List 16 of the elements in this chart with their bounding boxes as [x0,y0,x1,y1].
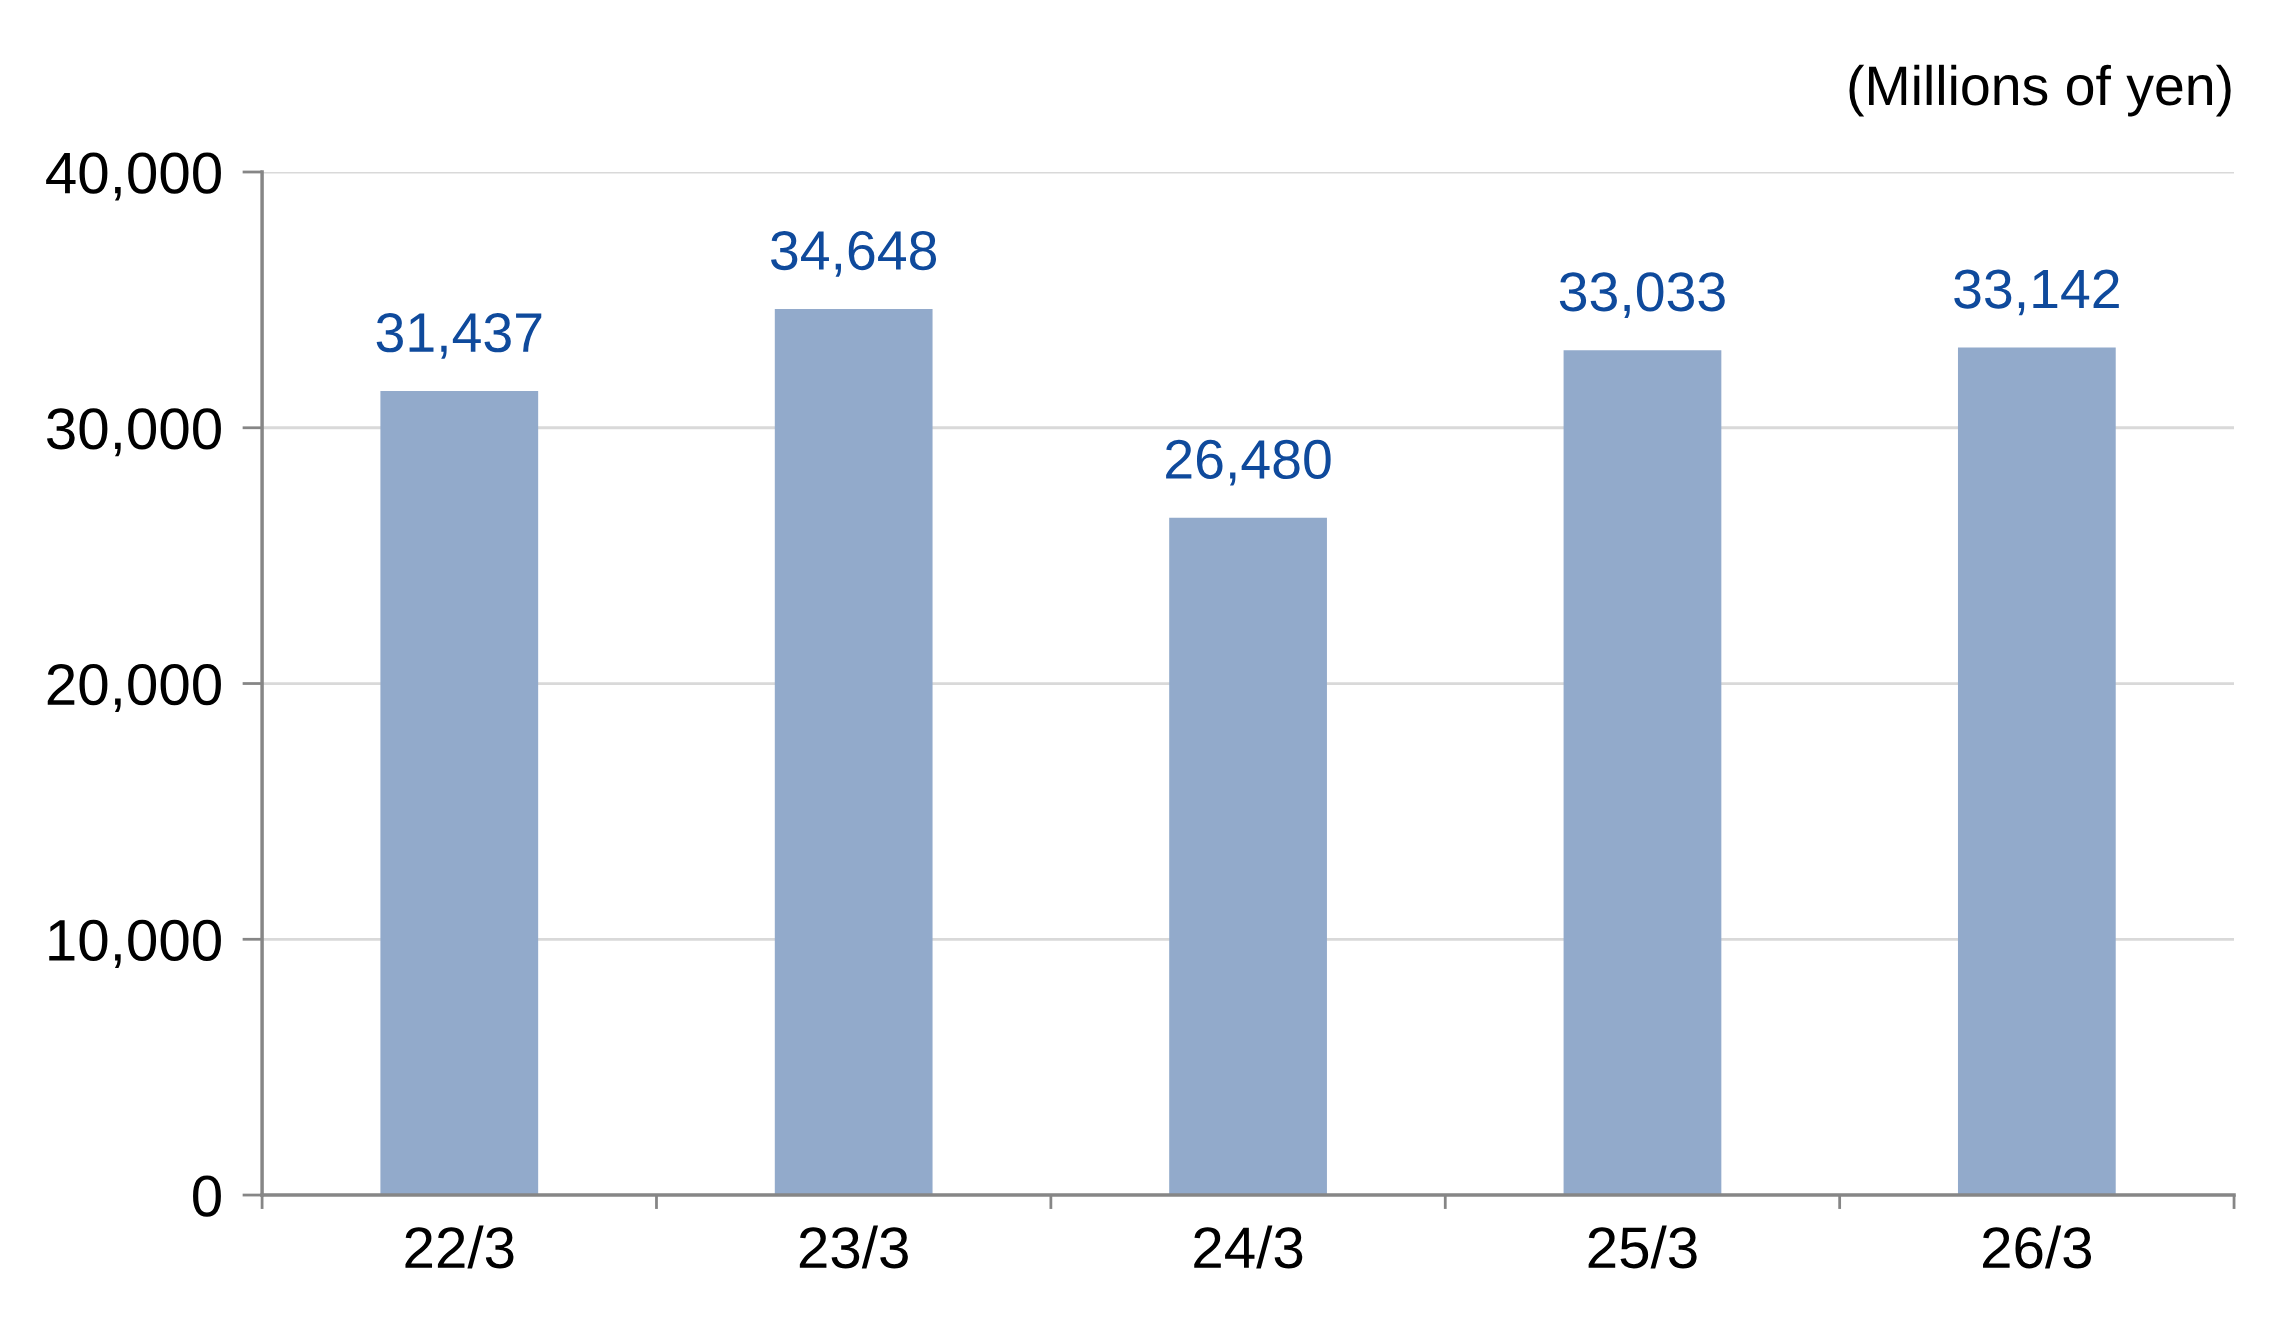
x-tick-label: 25/3 [1588,1225,1697,1269]
data-label: 33,033 [1559,272,1725,318]
x-tick-label: 22/3 [405,1225,514,1269]
data-label: 33,142 [1954,269,2119,316]
x-tick-label: 24/3 [1194,1225,1303,1269]
y-axis-title: (Millions of yen) [1849,64,2231,117]
x-tick-label: 26/3 [1983,1225,2092,1269]
y-tick-label: 10,000 [49,919,221,968]
x-tick-label: 23/3 [799,1225,908,1269]
y-tick-label: 40,000 [46,152,221,201]
y-tick-label: 0 [193,1175,221,1217]
data-label: 31,437 [376,313,542,359]
y-tick-label: 20,000 [47,663,221,713]
data-label: 26,480 [1166,439,1331,486]
y-tick-label: 30,000 [47,408,221,457]
data-label: 34,648 [771,230,937,277]
